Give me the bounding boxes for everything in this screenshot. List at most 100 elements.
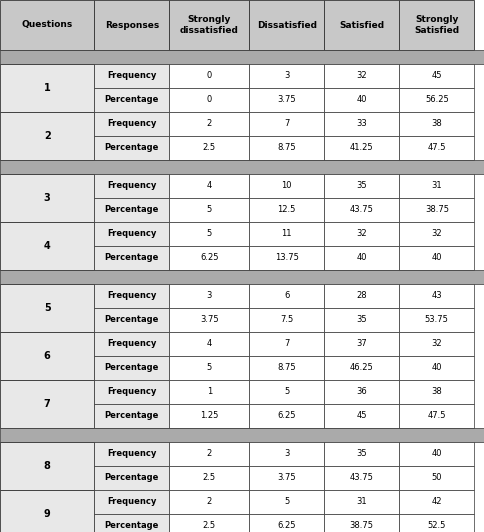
Text: 40: 40	[432, 450, 442, 459]
Text: 31: 31	[432, 181, 442, 190]
Bar	[0, 428, 484, 442]
Text: 6.25: 6.25	[277, 521, 296, 530]
Text: 8.75: 8.75	[277, 363, 296, 372]
Text: 3: 3	[284, 450, 289, 459]
Text: Frequency: Frequency	[107, 387, 157, 396]
Bar	[0, 332, 94, 380]
Text: 2: 2	[207, 120, 212, 129]
Bar	[169, 198, 249, 222]
Bar	[324, 308, 399, 332]
Bar	[324, 64, 399, 88]
Text: 46.25: 46.25	[350, 363, 374, 372]
Text: Frequency: Frequency	[107, 229, 157, 238]
Text: 8: 8	[44, 461, 51, 471]
Text: 3: 3	[207, 292, 212, 301]
Text: 32: 32	[432, 339, 442, 348]
Text: Percentage: Percentage	[105, 96, 159, 104]
Bar	[0, 270, 484, 284]
Text: Frequency: Frequency	[107, 71, 157, 80]
Text: Questions: Questions	[22, 21, 73, 29]
Bar	[249, 284, 324, 308]
Text: 8.75: 8.75	[277, 144, 296, 153]
Bar	[94, 490, 169, 514]
Text: 5: 5	[207, 229, 212, 238]
Text: Percentage: Percentage	[105, 254, 159, 262]
Bar	[399, 442, 474, 466]
Bar	[169, 404, 249, 428]
Bar	[94, 246, 169, 270]
Bar	[169, 490, 249, 514]
Bar	[169, 284, 249, 308]
Text: 12.5: 12.5	[278, 205, 296, 214]
Text: 7: 7	[284, 120, 289, 129]
Text: 3: 3	[44, 193, 50, 203]
Bar	[399, 380, 474, 404]
Text: Percentage: Percentage	[105, 521, 159, 530]
Bar	[0, 0, 94, 50]
Text: 32: 32	[357, 229, 367, 238]
Bar	[399, 222, 474, 246]
Bar	[94, 0, 169, 50]
Text: 38.75: 38.75	[425, 205, 449, 214]
Bar	[169, 466, 249, 490]
Text: 40: 40	[357, 254, 367, 262]
Bar	[399, 490, 474, 514]
Bar	[94, 514, 169, 532]
Text: 13.75: 13.75	[275, 254, 299, 262]
Bar	[249, 0, 324, 50]
Text: 1: 1	[207, 387, 212, 396]
Text: 7: 7	[284, 339, 289, 348]
Bar	[169, 64, 249, 88]
Bar	[249, 490, 324, 514]
Text: 41.25: 41.25	[350, 144, 374, 153]
Text: 35: 35	[357, 315, 367, 325]
Text: 1.25: 1.25	[200, 411, 218, 420]
Bar	[94, 112, 169, 136]
Text: 33: 33	[356, 120, 367, 129]
Text: 5: 5	[207, 205, 212, 214]
Text: 43.75: 43.75	[350, 205, 374, 214]
Bar	[324, 442, 399, 466]
Bar	[324, 514, 399, 532]
Bar	[249, 332, 324, 356]
Text: 43: 43	[432, 292, 442, 301]
Text: 2.5: 2.5	[203, 473, 216, 483]
Bar	[399, 246, 474, 270]
Text: 38: 38	[431, 387, 442, 396]
Bar	[94, 136, 169, 160]
Text: 6.25: 6.25	[277, 411, 296, 420]
Bar	[169, 88, 249, 112]
Bar	[169, 356, 249, 380]
Text: 9: 9	[44, 509, 50, 519]
Bar	[399, 404, 474, 428]
Bar	[399, 136, 474, 160]
Text: 40: 40	[357, 96, 367, 104]
Text: 35: 35	[357, 181, 367, 190]
Text: 5: 5	[207, 363, 212, 372]
Text: 0: 0	[207, 96, 212, 104]
Text: Frequency: Frequency	[107, 181, 157, 190]
Text: Frequency: Frequency	[107, 292, 157, 301]
Text: 2: 2	[44, 131, 50, 141]
Text: 5: 5	[44, 303, 50, 313]
Bar	[399, 514, 474, 532]
Bar	[324, 356, 399, 380]
Text: 36: 36	[356, 387, 367, 396]
Text: Strongly
Satisfied: Strongly Satisfied	[414, 15, 459, 35]
Text: Percentage: Percentage	[105, 473, 159, 483]
Bar	[249, 380, 324, 404]
Bar	[169, 174, 249, 198]
Bar	[0, 442, 94, 490]
Text: 40: 40	[432, 254, 442, 262]
Bar	[0, 112, 94, 160]
Text: 47.5: 47.5	[427, 411, 446, 420]
Bar	[324, 174, 399, 198]
Text: 50: 50	[432, 473, 442, 483]
Text: Frequency: Frequency	[107, 339, 157, 348]
Bar	[169, 332, 249, 356]
Bar	[94, 466, 169, 490]
Bar	[94, 380, 169, 404]
Text: 2.5: 2.5	[203, 144, 216, 153]
Text: 56.25: 56.25	[425, 96, 449, 104]
Text: 35: 35	[357, 450, 367, 459]
